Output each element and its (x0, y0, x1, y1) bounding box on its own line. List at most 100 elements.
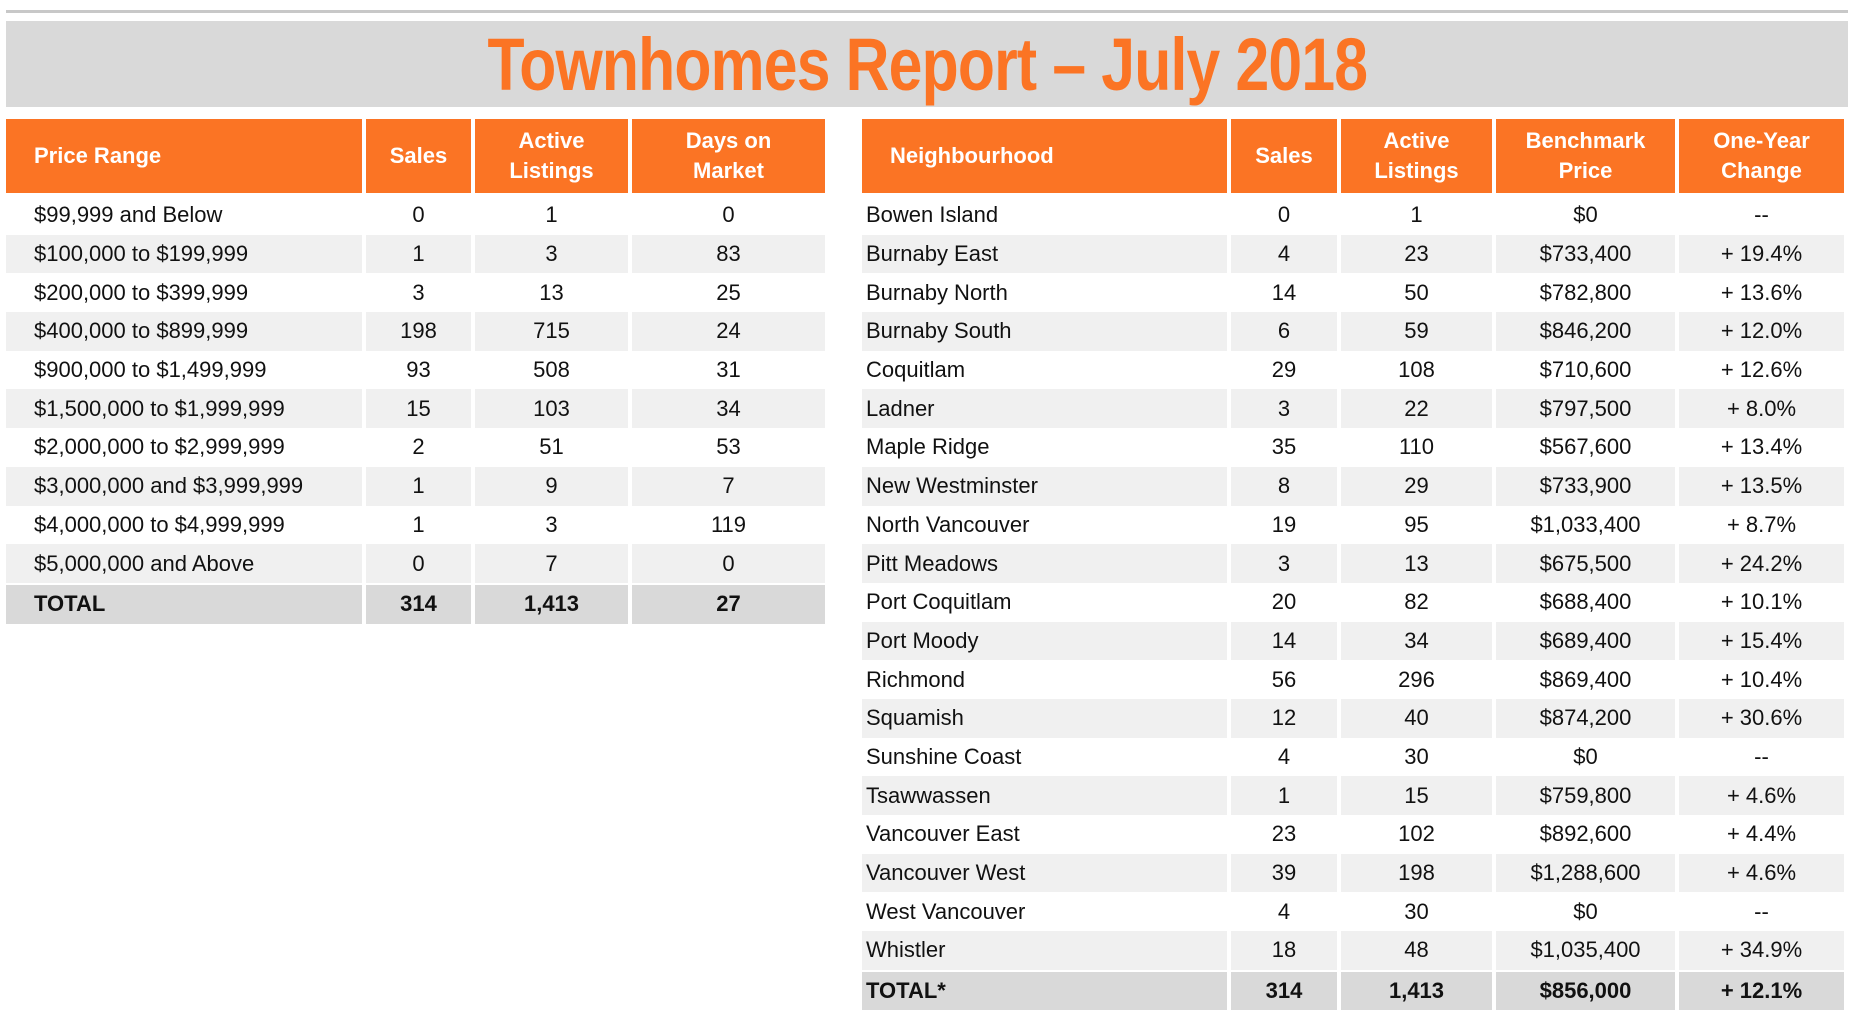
cell-sales: 18 (1231, 931, 1337, 970)
cell-sales: 19 (1271, 511, 1297, 537)
cell-one-year-change: + 12.1% (1679, 971, 1844, 1011)
table-row: $3,000,000 and $3,999,999 1 9 7 (6, 466, 825, 506)
cell-sales: 4 (1277, 898, 1291, 924)
cell-active-listings: 108 (1398, 357, 1435, 383)
cell-benchmark-price: $1,288,600 (1496, 853, 1675, 893)
table-row: Sunshine Coast 4 30 $0 -- (862, 738, 1844, 777)
cell-price-range: $5,000,000 and Above (6, 544, 362, 583)
cell-neighbourhood: New Westminster (862, 466, 1227, 506)
table-row: New Westminster 8 29 $733,900 + 13.5% (862, 466, 1844, 506)
cell-neighbourhood: Coquitlam (866, 357, 966, 383)
cell-one-year-change: + 15.4% (1679, 621, 1844, 661)
cell-active-listings: 1,413 (1341, 971, 1492, 1011)
page-title: Townhomes Report – July 2018 (487, 22, 1367, 106)
table-row: Burnaby North 14 50 $782,800 + 13.6% (862, 273, 1844, 312)
cell-days-on-market: 34 (632, 389, 825, 429)
cell-active-listings: 48 (1341, 931, 1492, 970)
table-row: $900,000 to $1,499,999 93 508 31 (6, 351, 825, 390)
cell-one-year-change: + 10.4% (1720, 666, 1803, 692)
header-row: Price Range Sales Active Listings Days on M… (6, 119, 825, 193)
table-row: $2,000,000 to $2,999,999 2 51 53 (6, 428, 825, 467)
cell-benchmark-price: $689,400 (1496, 621, 1675, 661)
cell-benchmark-price: $846,200 (1496, 312, 1675, 351)
cell-sales: 14 (1271, 279, 1297, 305)
cell-one-year-change: + 19.4% (1679, 234, 1844, 274)
cell-one-year-change: + 34.9% (1679, 931, 1844, 970)
cell-neighbourhood: Tsawwassen (862, 776, 1227, 815)
cell-benchmark-price: $0 (1573, 743, 1598, 769)
cell-active-listings: 103 (475, 389, 628, 429)
cell-benchmark-price: $782,800 (1539, 279, 1632, 305)
cell-benchmark-price: $675,500 (1496, 544, 1675, 583)
cell-active-listings: 51 (539, 434, 564, 460)
cell-benchmark-price: $567,600 (1539, 434, 1632, 460)
cell-days-on-market: 7 (632, 466, 825, 506)
top-divider (6, 10, 1848, 13)
cell-neighbourhood: Sunshine Coast (866, 743, 1022, 769)
cell-price-range: $4,000,000 to $4,999,999 (34, 511, 285, 537)
title-banner: Townhomes Report – July 2018 (6, 21, 1848, 107)
cell-days-on-market: 0 (722, 202, 735, 228)
table-row: $99,999 and Below 0 1 0 (6, 196, 825, 235)
cell-one-year-change: + 12.6% (1720, 357, 1803, 383)
cell-sales: 1 (366, 466, 471, 506)
cell-price-range: $2,000,000 to $2,999,999 (34, 434, 285, 460)
cell-days-on-market: 27 (632, 584, 825, 624)
cell-sales: 1 (1231, 776, 1337, 815)
cell-neighbourhood: Ladner (862, 389, 1227, 429)
table-row: West Vancouver 4 30 $0 -- (862, 892, 1844, 931)
cell-active-listings: 1 (1410, 202, 1423, 228)
cell-one-year-change: + 8.0% (1679, 389, 1844, 429)
cell-days-on-market: 53 (716, 434, 741, 460)
cell-sales: 15 (366, 389, 471, 429)
cell-sales: 1 (366, 234, 471, 274)
header-sales: Sales (1231, 119, 1337, 193)
table-row: Port Coquitlam 20 82 $688,400 + 10.1% (862, 583, 1844, 622)
cell-active-listings: 7 (475, 544, 628, 583)
table-row: Burnaby East 4 23 $733,400 + 19.4% (862, 234, 1844, 274)
table-row: Vancouver East 23 102 $892,600 + 4.4% (862, 815, 1844, 854)
cell-price-range: $1,500,000 to $1,999,999 (6, 389, 362, 429)
cell-sales: 93 (406, 357, 431, 383)
cell-neighbourhood: West Vancouver (866, 898, 1026, 924)
cell-active-listings: 110 (1398, 434, 1435, 460)
cell-active-listings: 296 (1398, 666, 1435, 692)
header-sales: Sales (366, 119, 471, 193)
cell-active-listings: 715 (475, 312, 628, 351)
cell-active-listings: 3 (475, 234, 628, 274)
cell-active-listings: 22 (1341, 389, 1492, 429)
table-row: Tsawwassen 1 15 $759,800 + 4.6% (862, 776, 1844, 815)
cell-days-on-market: 119 (710, 511, 747, 537)
table-row: Bowen Island 0 1 $0 -- (862, 196, 1844, 235)
cell-sales: 12 (1231, 698, 1337, 738)
cell-sales: 0 (1277, 202, 1291, 228)
cell-neighbourhood: Pitt Meadows (862, 544, 1227, 583)
cell-price-range: TOTAL (6, 584, 362, 624)
cell-days-on-market: 83 (632, 234, 825, 274)
cell-benchmark-price: $688,400 (1539, 589, 1632, 615)
cell-neighbourhood: Port Moody (862, 621, 1227, 661)
cell-one-year-change: + 4.4% (1726, 821, 1797, 847)
table-row: Richmond 56 296 $869,400 + 10.4% (862, 660, 1844, 699)
cell-active-listings: 1,413 (475, 584, 628, 624)
cell-sales: 8 (1231, 466, 1337, 506)
cell-neighbourhood: Burnaby East (862, 234, 1227, 274)
header-row: Neighbourhood Sales Active Listings Benchma… (862, 119, 1844, 193)
table-row: $400,000 to $899,999 198 715 24 (6, 312, 825, 351)
cell-benchmark-price: $733,400 (1496, 234, 1675, 274)
header-price-range: Price Range (6, 119, 362, 193)
cell-sales: 1 (412, 511, 425, 537)
cell-neighbourhood: Burnaby South (862, 312, 1227, 351)
cell-one-year-change: -- (1754, 743, 1769, 769)
cell-neighbourhood: Whistler (862, 931, 1227, 970)
cell-active-listings: 13 (539, 279, 564, 305)
cell-sales: 0 (366, 544, 471, 583)
total-row: TOTAL* 314 1,413 $856,000 + 12.1% (862, 971, 1844, 1011)
cell-sales: 20 (1271, 589, 1297, 615)
table-row: $4,000,000 to $4,999,999 1 3 119 (6, 506, 825, 545)
header-active-listings: Active Listings (1341, 119, 1492, 193)
cell-active-listings: 82 (1404, 589, 1429, 615)
table-row: Burnaby South 6 59 $846,200 + 12.0% (862, 312, 1844, 351)
cell-benchmark-price: $869,400 (1539, 666, 1632, 692)
cell-active-listings: 50 (1404, 279, 1429, 305)
